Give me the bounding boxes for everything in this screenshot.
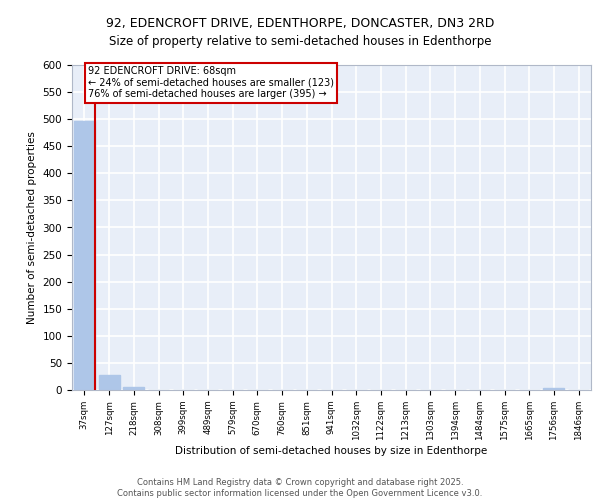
Bar xyxy=(544,388,565,390)
Bar xyxy=(98,375,119,390)
Bar xyxy=(74,122,95,390)
Y-axis label: Number of semi-detached properties: Number of semi-detached properties xyxy=(27,131,37,324)
Text: 92, EDENCROFT DRIVE, EDENTHORPE, DONCASTER, DN3 2RD: 92, EDENCROFT DRIVE, EDENTHORPE, DONCAST… xyxy=(106,18,494,30)
Text: 92 EDENCROFT DRIVE: 68sqm
← 24% of semi-detached houses are smaller (123)
76% of: 92 EDENCROFT DRIVE: 68sqm ← 24% of semi-… xyxy=(88,66,334,100)
Text: Contains HM Land Registry data © Crown copyright and database right 2025.
Contai: Contains HM Land Registry data © Crown c… xyxy=(118,478,482,498)
Bar xyxy=(123,388,144,390)
X-axis label: Distribution of semi-detached houses by size in Edenthorpe: Distribution of semi-detached houses by … xyxy=(175,446,488,456)
Text: Size of property relative to semi-detached houses in Edenthorpe: Size of property relative to semi-detach… xyxy=(109,35,491,48)
